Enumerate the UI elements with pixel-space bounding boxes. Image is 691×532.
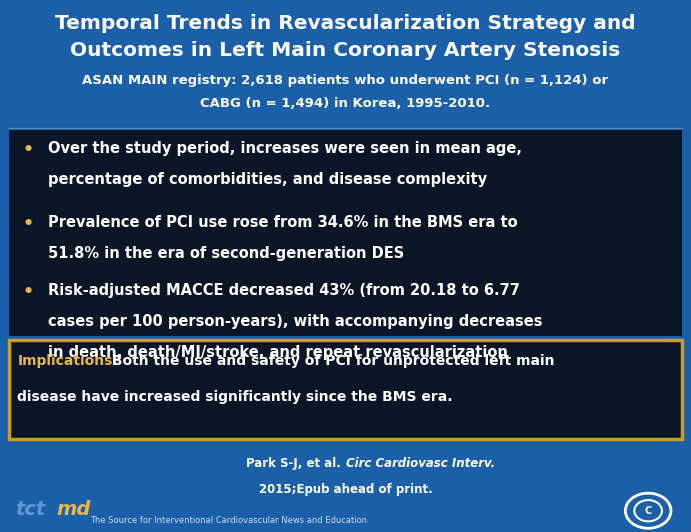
Text: Over the study period, increases were seen in mean age,: Over the study period, increases were se… — [48, 141, 522, 156]
Text: percentage of comorbidities, and disease complexity: percentage of comorbidities, and disease… — [48, 172, 487, 187]
Text: Implications:: Implications: — [17, 354, 118, 368]
Text: CABG (n = 1,494) in Korea, 1995-2010.: CABG (n = 1,494) in Korea, 1995-2010. — [200, 97, 491, 110]
Text: cases per 100 person-years), with accompanying decreases: cases per 100 person-years), with accomp… — [48, 314, 543, 329]
Bar — [9, 340, 682, 439]
Text: C: C — [645, 506, 652, 516]
Bar — [9, 130, 682, 336]
Text: •: • — [22, 215, 33, 234]
Text: Prevalence of PCI use rose from 34.6% in the BMS era to: Prevalence of PCI use rose from 34.6% in… — [48, 215, 518, 230]
Text: Circ Cardiovasc Interv.: Circ Cardiovasc Interv. — [346, 458, 495, 470]
Text: •: • — [22, 283, 33, 301]
Text: ASAN MAIN registry: 2,618 patients who underwent PCI (n = 1,124) or: ASAN MAIN registry: 2,618 patients who u… — [82, 74, 609, 87]
Text: tct: tct — [15, 500, 46, 519]
Text: 2015;Epub ahead of print.: 2015;Epub ahead of print. — [258, 483, 433, 496]
Text: 51.8% in the era of second-generation DES: 51.8% in the era of second-generation DE… — [48, 246, 405, 261]
Text: Park S-J, et al.: Park S-J, et al. — [247, 458, 346, 470]
Text: The Source for Interventional Cardiovascular News and Education: The Source for Interventional Cardiovasc… — [90, 516, 367, 525]
Text: Risk-adjusted MACCE decreased 43% (from 20.18 to 6.77: Risk-adjusted MACCE decreased 43% (from … — [48, 283, 520, 298]
Text: Both the use and safety of PCI for unprotected left main: Both the use and safety of PCI for unpro… — [107, 354, 555, 368]
Text: in death, death/MI/stroke, and repeat revascularization: in death, death/MI/stroke, and repeat re… — [48, 345, 509, 360]
Text: disease have increased significantly since the BMS era.: disease have increased significantly sin… — [17, 390, 453, 404]
Text: md: md — [57, 500, 91, 519]
Text: Outcomes in Left Main Coronary Artery Stenosis: Outcomes in Left Main Coronary Artery St… — [70, 41, 621, 60]
Text: •: • — [22, 141, 33, 159]
Text: Temporal Trends in Revascularization Strategy and: Temporal Trends in Revascularization Str… — [55, 14, 636, 34]
